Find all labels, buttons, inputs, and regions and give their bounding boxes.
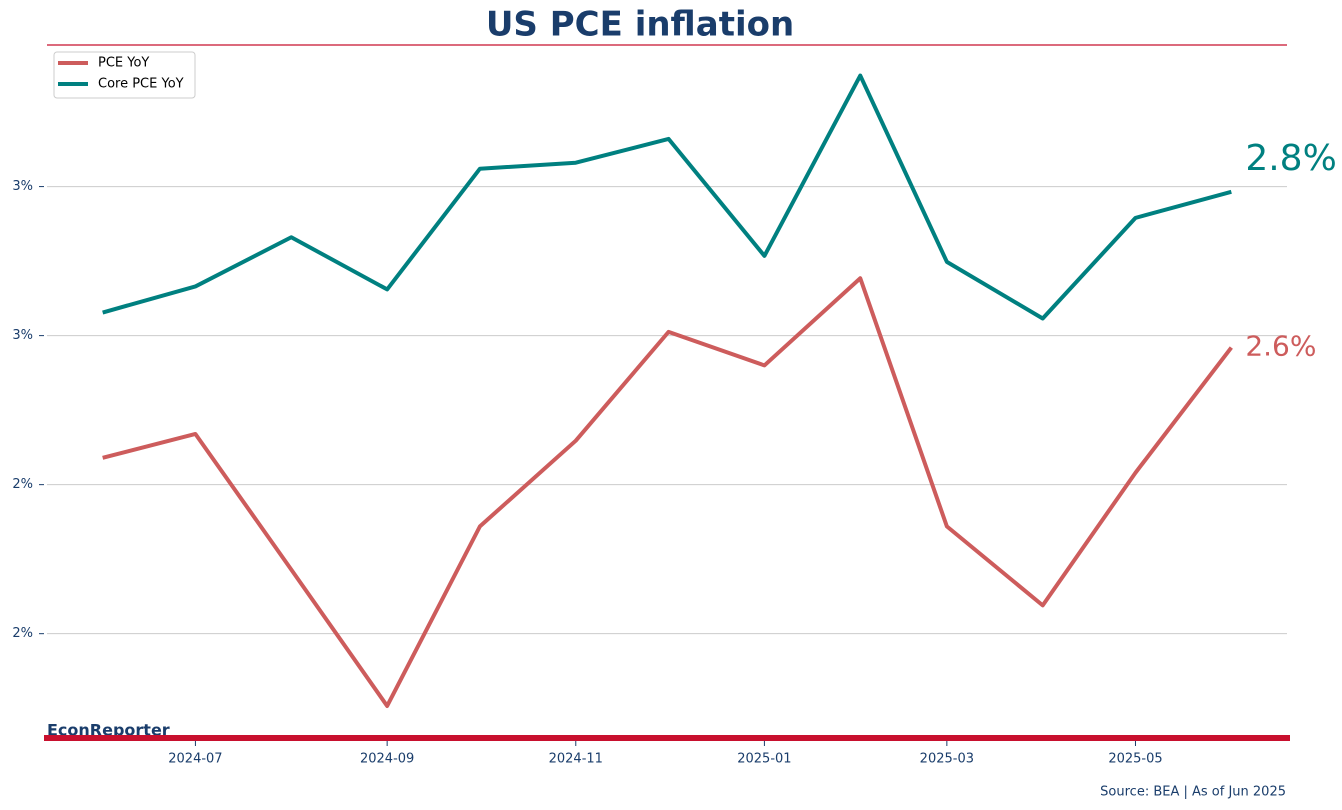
series-line: [102, 73, 1232, 321]
legend-label: Core PCE YoY: [98, 77, 184, 92]
chart-title: US PCE inflation: [486, 5, 794, 45]
x-tick-label: 2024-07: [168, 752, 222, 767]
end-label: 2.8%: [1245, 138, 1336, 179]
end-label: 2.6%: [1245, 330, 1316, 363]
x-tick-label: 2024-09: [360, 752, 414, 767]
y-tick-label: 2%: [12, 477, 33, 492]
x-tick-label: 2025-01: [737, 752, 791, 767]
legend-label: PCE YoY: [98, 56, 149, 71]
bottom-bar: [44, 735, 1290, 741]
y-tick-label: 2%: [12, 626, 33, 641]
series-line: [102, 276, 1233, 708]
legend-box: [53, 51, 196, 99]
x-tick-label: 2025-03: [920, 752, 974, 767]
y-tick-label: 3%: [12, 328, 33, 343]
brand: EconReporter: [47, 721, 170, 740]
x-tick-label: 2024-11: [549, 752, 603, 767]
x-tick-label: 2025-05: [1108, 752, 1162, 767]
source-note: Source: BEA | As of Jun 2025: [1100, 785, 1286, 800]
y-tick-label: 3%: [12, 179, 33, 194]
